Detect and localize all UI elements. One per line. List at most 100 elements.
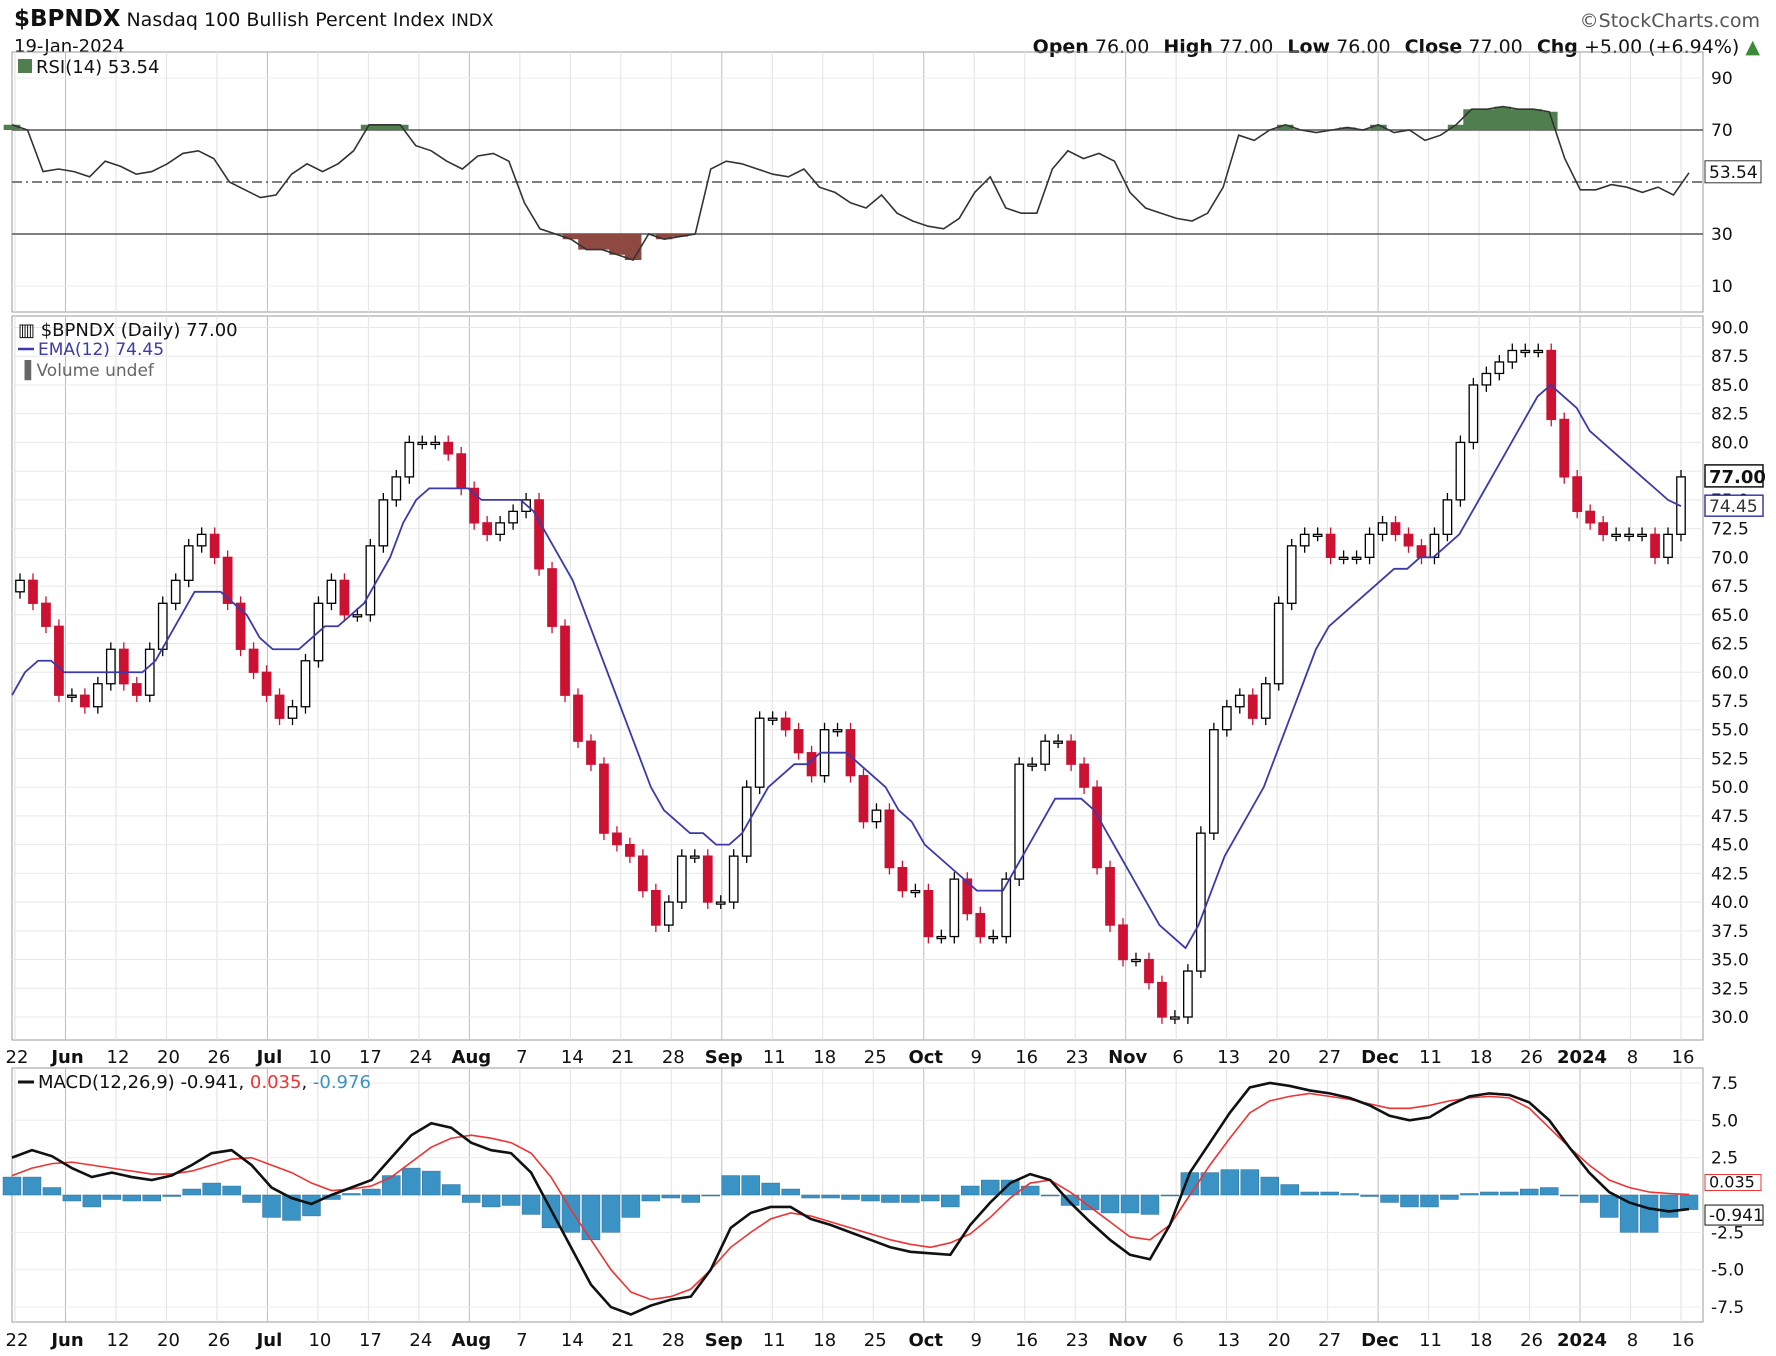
macd-histogram-bar — [302, 1194, 321, 1217]
macd-histogram-bar — [1460, 1193, 1479, 1196]
price-x-tick-label: 20 — [1268, 1047, 1291, 1068]
price-x-tick-label: Jun — [49, 1047, 83, 1068]
macd-histogram-bar — [861, 1194, 880, 1202]
candle-body — [1040, 740, 1051, 765]
price-candle — [547, 561, 557, 634]
candle-body — [1092, 786, 1102, 869]
price-candle — [1144, 952, 1154, 990]
candle-body — [391, 476, 402, 501]
price-candle — [1494, 355, 1505, 381]
price-candle — [832, 722, 843, 737]
price-candle — [482, 515, 493, 542]
price-x-tick-label: 2024 — [1557, 1047, 1607, 1068]
price-x-tick-label: 18 — [1470, 1047, 1493, 1068]
macd-x-tick-label: Jun — [49, 1330, 83, 1351]
candle-body — [1637, 533, 1647, 537]
price-tick-label: 50.0 — [1711, 778, 1749, 798]
price-candle — [170, 573, 181, 611]
candle-body — [456, 453, 467, 490]
macd-histogram-bar — [382, 1175, 401, 1196]
candle-body — [196, 533, 207, 547]
macd-histogram-bar — [441, 1184, 461, 1196]
price-candle — [144, 642, 155, 703]
price-candle — [1001, 872, 1012, 944]
macd-histogram-bar — [841, 1194, 860, 1200]
macd-histogram-bar — [1140, 1194, 1160, 1215]
candle-body — [15, 579, 25, 593]
candle-body — [404, 441, 415, 478]
price-candle — [1455, 435, 1466, 507]
price-candle — [1559, 412, 1570, 484]
macd-x-tick-label: 8 — [1627, 1330, 1638, 1351]
candle-body — [1312, 533, 1323, 537]
candle-body — [508, 510, 518, 524]
candle-body — [1585, 510, 1596, 524]
macd-x-tick-label: 18 — [1470, 1330, 1493, 1351]
macd-x-tick-label: Nov — [1108, 1330, 1147, 1351]
candle-body — [1325, 533, 1336, 558]
price-candle — [248, 642, 259, 680]
price-x-tick-label: Nov — [1108, 1047, 1147, 1068]
macd-value-tag — [1704, 1204, 1764, 1226]
candle-body — [287, 706, 298, 719]
macd-tick-label: -5.0 — [1711, 1261, 1744, 1281]
price-x-tick-label: 16 — [1015, 1047, 1038, 1068]
price-tick-label: 57.5 — [1711, 692, 1749, 712]
candle-body — [858, 775, 869, 823]
macd-histogram-bar — [122, 1194, 142, 1202]
price-candle — [650, 883, 661, 932]
ema-value-tag — [1704, 494, 1764, 517]
macd-histogram-bar — [422, 1170, 441, 1196]
macd-histogram-bar — [741, 1175, 760, 1196]
candle-body — [1390, 522, 1401, 535]
macd-histogram-bar — [82, 1194, 102, 1208]
candle-body — [741, 786, 752, 857]
macd-x-tick-label: 23 — [1066, 1330, 1089, 1351]
price-candle — [1066, 734, 1076, 772]
candle-body — [105, 648, 116, 685]
price-candle — [715, 895, 726, 909]
price-candle — [1533, 343, 1544, 358]
brand-logo[interactable]: ©StockCharts.com — [1579, 10, 1760, 32]
price-candle — [1170, 1010, 1180, 1024]
macd-histogram-bar — [461, 1194, 481, 1203]
candle-body — [300, 660, 311, 708]
price-candle — [1027, 757, 1038, 772]
candle-body — [949, 878, 960, 938]
candle-body — [28, 579, 38, 604]
candle-body — [638, 855, 648, 892]
macd-histogram-bar — [1200, 1172, 1220, 1196]
price-candle — [689, 849, 700, 864]
candle-body — [663, 901, 674, 926]
exchange: INDX — [451, 11, 494, 31]
macd-histogram-bar — [1100, 1194, 1120, 1214]
price-candle — [222, 550, 233, 611]
price-candle — [15, 573, 25, 599]
macd-x-tick-label: 9 — [970, 1330, 981, 1351]
macd-histogram-bar — [821, 1194, 840, 1199]
price-x-tick-label: Sep — [705, 1047, 743, 1068]
macd-histogram-bar — [1400, 1194, 1419, 1208]
macd-histogram-bar — [262, 1194, 281, 1218]
price-x-tick-label: 14 — [561, 1047, 584, 1068]
macd-x-tick-label: 11 — [763, 1330, 786, 1351]
macd-histogram-bar — [1599, 1194, 1619, 1218]
macd-tick-label: -2.5 — [1711, 1223, 1744, 1243]
price-candle — [378, 492, 389, 553]
candle-body — [1286, 545, 1297, 604]
price-candle — [1273, 596, 1284, 691]
macd-histogram-bar — [222, 1185, 241, 1196]
candle-body — [1481, 372, 1492, 386]
price-candle — [1105, 860, 1115, 932]
candle-body — [897, 866, 908, 892]
candle-body — [1183, 970, 1193, 1018]
price-candle — [767, 711, 778, 726]
price-candle — [1351, 550, 1362, 565]
price-candle — [949, 872, 960, 944]
macd-value-label: -0.941 — [1709, 1206, 1764, 1226]
macd-histogram-bar — [1220, 1169, 1240, 1196]
candle-body — [1234, 694, 1245, 708]
macd-x-tick-label: Sep — [705, 1330, 743, 1351]
macd-x-tick-label: 11 — [1419, 1330, 1442, 1351]
